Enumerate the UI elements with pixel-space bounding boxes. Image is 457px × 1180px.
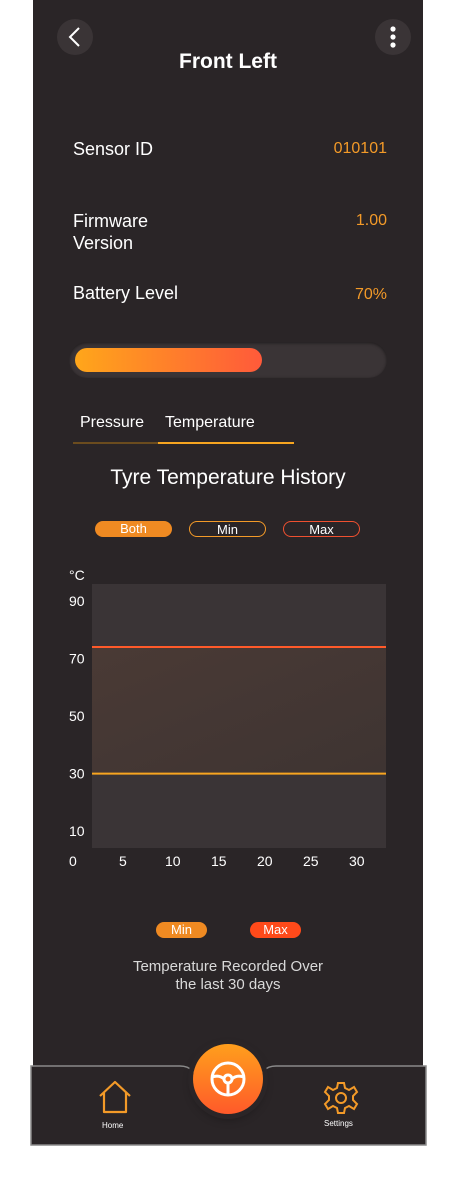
x-tick-label: 5 bbox=[119, 853, 127, 869]
tab-pressure[interactable]: Pressure bbox=[73, 414, 158, 444]
firmware-label-line2: Version bbox=[73, 233, 134, 253]
tab-temperature-label: Temperature bbox=[165, 414, 255, 431]
more-vertical-icon bbox=[390, 26, 396, 48]
filter-both-button[interactable]: Both bbox=[95, 521, 172, 537]
back-button[interactable] bbox=[57, 19, 93, 55]
filter-max-button[interactable]: Max bbox=[283, 521, 360, 537]
battery-bar bbox=[69, 342, 387, 378]
y-tick-label: 50 bbox=[69, 708, 85, 724]
y-tick-label: 70 bbox=[69, 651, 85, 667]
tab-pressure-label: Pressure bbox=[80, 414, 145, 431]
firmware-label: Firmware Version bbox=[73, 210, 148, 254]
caption-line2: the last 30 days bbox=[175, 976, 281, 993]
legend-min: Min bbox=[156, 922, 207, 938]
filter-min-button[interactable]: Min bbox=[189, 521, 266, 537]
nav-settings-button[interactable] bbox=[323, 1080, 359, 1116]
history-title: Tyre Temperature History bbox=[110, 466, 346, 489]
phone-screen: Front Left Sensor ID 010101 Firmware Ver… bbox=[33, 0, 423, 1140]
sensor-id-value: 010101 bbox=[333, 140, 387, 157]
x-tick-label: 10 bbox=[165, 853, 181, 869]
battery-label: Battery Level bbox=[73, 283, 179, 303]
sensor-id-label: Sensor ID bbox=[73, 139, 154, 159]
more-menu-button[interactable] bbox=[375, 19, 411, 55]
x-tick-label: 20 bbox=[257, 853, 273, 869]
chart-caption: Temperature Recorded Over the last 30 da… bbox=[33, 958, 423, 994]
chart-unit-label: °C bbox=[69, 567, 85, 583]
page-title: Front Left bbox=[179, 50, 277, 73]
y-tick-label: 10 bbox=[69, 823, 85, 839]
nav-home-label: Home bbox=[102, 1121, 124, 1130]
x-tick-label: 15 bbox=[211, 853, 227, 869]
firmware-label-line1: Firmware bbox=[73, 211, 148, 231]
battery-value: 70% bbox=[354, 286, 387, 303]
chevron-left-icon bbox=[68, 27, 80, 47]
x-tick-label: 25 bbox=[303, 853, 319, 869]
nav-settings-label: Settings bbox=[324, 1119, 353, 1128]
tab-temperature[interactable]: Temperature bbox=[158, 414, 294, 444]
gear-icon bbox=[323, 1082, 359, 1114]
home-icon bbox=[99, 1080, 131, 1114]
steering-wheel-icon bbox=[210, 1061, 246, 1097]
firmware-value: 1.00 bbox=[355, 212, 387, 229]
chart-range-band bbox=[92, 647, 386, 774]
y-tick-label: 30 bbox=[69, 766, 85, 782]
battery-bar-fill bbox=[75, 348, 262, 372]
temperature-chart: °C 90 70 50 30 10 0 5 10 15 20 25 30 bbox=[69, 567, 386, 869]
legend-max: Max bbox=[250, 922, 301, 938]
steering-home-button[interactable] bbox=[193, 1044, 263, 1114]
y-tick-label: 90 bbox=[69, 593, 85, 609]
x-tick-label: 30 bbox=[349, 853, 365, 869]
nav-home-button[interactable] bbox=[96, 1078, 134, 1116]
x-tick-label: 0 bbox=[69, 853, 77, 869]
caption-line1: Temperature Recorded Over bbox=[132, 958, 324, 975]
